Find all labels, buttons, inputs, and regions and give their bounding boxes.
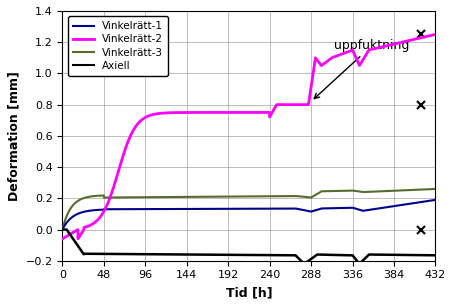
Y-axis label: Deformation [mm]: Deformation [mm] — [7, 71, 20, 201]
X-axis label: Tid [h]: Tid [h] — [226, 286, 272, 299]
Legend: Vinkelrätt-1, Vinkelrätt-2, Vinkelrätt-3, Axiell: Vinkelrätt-1, Vinkelrätt-2, Vinkelrätt-3… — [67, 16, 168, 76]
Text: uppfuktning: uppfuktning — [314, 39, 410, 99]
